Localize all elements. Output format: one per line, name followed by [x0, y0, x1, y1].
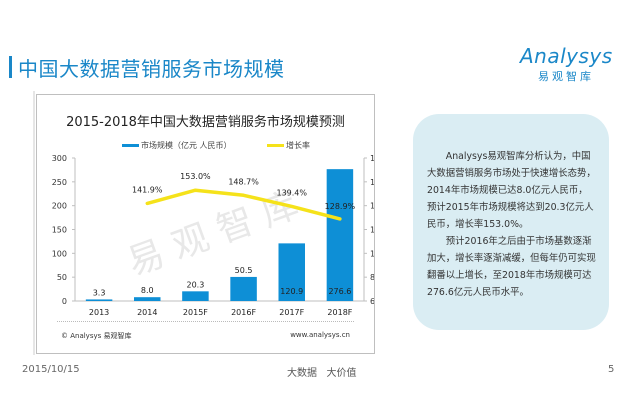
chart-frame: 2015-2018年中国大数据营销服务市场规模预测 市场规模（亿元 人民币） 增…	[33, 91, 375, 355]
bar-data-label: 20.3	[187, 280, 205, 289]
y-right-tick-label: 100%	[370, 249, 374, 258]
legend-item-market-size: 市场规模（亿元 人民币）	[122, 140, 232, 151]
y-left-tick-label: 200	[52, 202, 67, 211]
x-category-label: 2017F	[279, 308, 304, 317]
y-right-tick-label: 140%	[370, 202, 374, 211]
legend-swatch-bar	[122, 144, 139, 147]
legend-swatch-line	[267, 144, 284, 147]
page-title-bar: 中国大数据营销服务市场规模	[9, 54, 285, 81]
analysis-paragraph: Analysys易观智库分析认为，中国大数据营销服务市场处于快速增长态势，201…	[427, 151, 596, 230]
y-left-tick-label: 250	[52, 178, 67, 187]
x-category-label: 2013	[89, 308, 109, 317]
footer-date: 2015/10/15	[22, 364, 80, 375]
chart-divider	[57, 321, 354, 322]
bar-market-size	[230, 276, 257, 301]
chart-title: 2015-2018年中国大数据营销服务市场规模预测	[66, 115, 345, 130]
bar-data-label: 8.0	[141, 286, 154, 295]
x-category-label: 2014	[137, 308, 157, 317]
line-data-label: 141.9%	[132, 185, 163, 194]
y-right-tick-label: 160%	[370, 178, 374, 187]
bar-data-label: 3.3	[93, 288, 106, 297]
logo-subtitle: 易观智库	[538, 70, 594, 83]
bar-market-size	[85, 299, 113, 301]
chart-source: © Analysys 易观智库	[61, 332, 132, 340]
chart-site-url: www.analysys.cn	[290, 331, 350, 339]
x-category-label: 2016F	[231, 308, 256, 317]
y-left-tick-label: 0	[62, 297, 67, 306]
page-title: 中国大数据营销服务市场规模	[18, 56, 285, 81]
y-left-tick-label: 50	[57, 273, 67, 282]
bar-data-label: 276.6	[328, 287, 351, 296]
bar-market-size	[182, 291, 209, 301]
analysis-text: Analysys易观智库分析认为，中国大数据营销服务市场处于快速增长态势，201…	[427, 148, 597, 301]
x-category-label: 2015F	[183, 308, 208, 317]
bar-data-label: 50.5	[235, 266, 253, 275]
y-right-tick-label: 180%	[370, 154, 374, 163]
y-right-tick-label: 60%	[370, 297, 374, 306]
bar-data-label: 120.9	[280, 287, 303, 296]
bar-market-size	[278, 243, 305, 301]
analysys-logo: Analysys 易观智库	[516, 44, 626, 84]
watermark-text: 易 观 智 库	[122, 184, 304, 284]
title-accent-bar	[9, 56, 12, 78]
chart-plot: 易 观 智 库 0 50 100 150 200 250 300 60% 80% 100% 120% 1…	[52, 154, 374, 317]
legend-item-growth-rate: 增长率	[267, 140, 310, 151]
legend-label-growth-rate: 增长率	[286, 141, 310, 150]
y-left-tick-label: 150	[52, 226, 67, 235]
analysis-panel: Analysys易观智库分析认为，中国大数据营销服务市场处于快速增长态势，201…	[413, 114, 609, 330]
line-data-label: 139.4%	[276, 188, 307, 197]
line-data-label: 153.0%	[180, 172, 211, 181]
y-right-tick-label: 120%	[370, 226, 374, 235]
y-left-tick-label: 100	[52, 249, 67, 258]
line-data-label: 148.7%	[228, 177, 259, 186]
bar-market-size	[134, 297, 161, 301]
chart-legend: 市场规模（亿元 人民币） 增长率	[37, 140, 374, 152]
y-right-tick-label: 80%	[370, 273, 374, 282]
bar-market-size	[326, 169, 354, 301]
analysis-paragraph: 预计2016年之后由于市场基数逐渐加大，增长率逐渐减缓，但每年仍可实现翻番以上增…	[427, 236, 596, 298]
y-left-tick-label: 300	[52, 154, 67, 163]
footer-slogan: 大数据 大价值	[287, 368, 357, 379]
logo-wordmark: Analysys	[520, 44, 613, 68]
legend-label-market-size: 市场规模（亿元 人民币）	[141, 141, 232, 150]
line-data-label: 128.9%	[325, 202, 356, 211]
x-category-label: 2018F	[327, 308, 352, 317]
page-number: 5	[608, 364, 615, 375]
